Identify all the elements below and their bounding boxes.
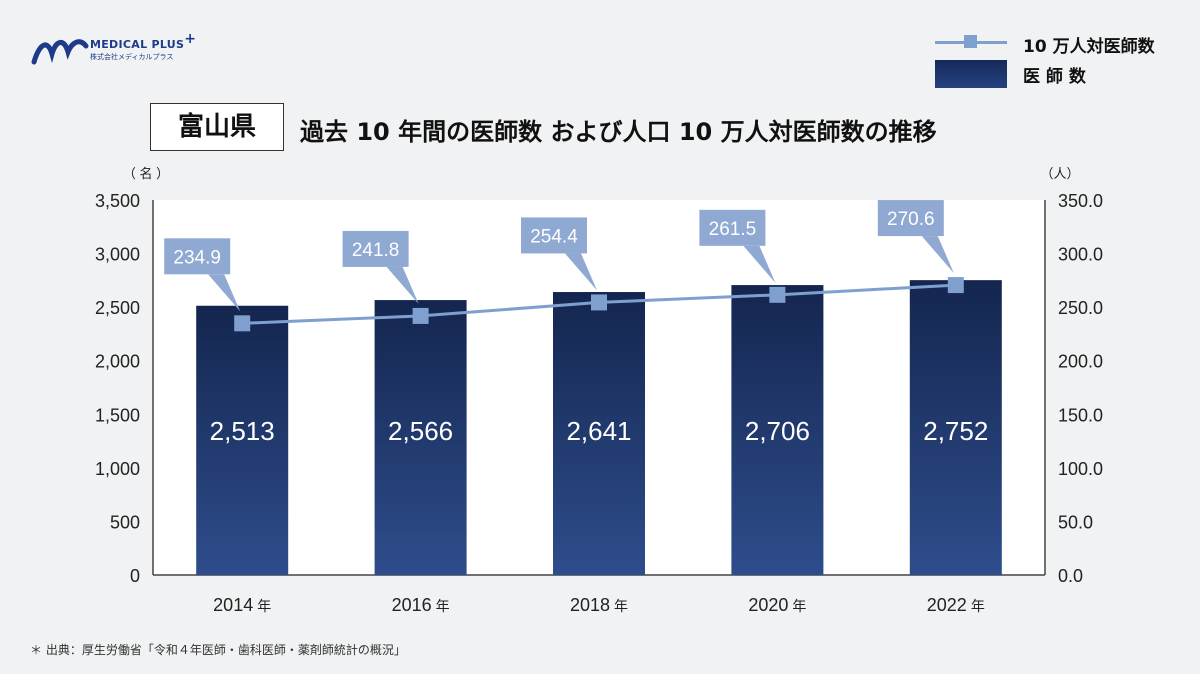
- callout-pointer-2022: [921, 236, 954, 274]
- x-tick-label-2018: 2018 年: [570, 595, 628, 615]
- right-tick-label: 300.0: [1058, 245, 1103, 265]
- right-tick-label: 50.0: [1058, 512, 1093, 532]
- left-tick-label: 3,000: [95, 245, 140, 265]
- bar-2022: [909, 280, 1002, 575]
- right-tick-label: 150.0: [1058, 405, 1103, 425]
- logo-plus-mark: +: [184, 31, 197, 47]
- callout-box-2020: [699, 209, 766, 246]
- right-tick-label: 200.0: [1058, 352, 1103, 372]
- callout-box-2016: [342, 230, 409, 267]
- callout-box-2018: [521, 217, 587, 254]
- bar-value-label-2014: 2,513: [210, 416, 275, 446]
- bar-value-label-2020: 2,706: [745, 416, 810, 446]
- right-tick-label: 250.0: [1058, 298, 1103, 318]
- left-tick-label: 2,500: [95, 298, 140, 318]
- prefecture-title-box: 富山県: [150, 103, 284, 151]
- line-marker-2018: [591, 294, 607, 311]
- line-value-label-2014: 234.9: [173, 247, 221, 268]
- chart-title: 過去 10 年間の医師数 および人口 10 万人対医師数の推移: [300, 118, 937, 146]
- line-value-label-2022: 270.6: [887, 209, 935, 230]
- line-marker-2022: [947, 277, 964, 294]
- logo-wordmark: MEDICAL PLUS+: [90, 31, 197, 51]
- right-tick-label: 0.0: [1058, 566, 1083, 586]
- callout-box-2014: [164, 238, 231, 275]
- left-tick-label: 3,500: [95, 191, 140, 211]
- x-tick-label-2014: 2014 年: [213, 595, 271, 615]
- left-tick-label: 0: [130, 566, 140, 586]
- line-value-label-2016: 241.8: [352, 240, 400, 261]
- legend-item-bar: 医 師 数: [935, 58, 1195, 88]
- right-tick-label: 350.0: [1058, 191, 1103, 211]
- legend-item-line: 10 万人対医師数: [935, 28, 1195, 58]
- right-tick-label: 100.0: [1058, 459, 1103, 479]
- logo-subtitle: 株式会社メディカルプラス: [90, 53, 174, 61]
- source-note: ＊ 出典：厚生労働省「令和４年医師・歯科医師・薬剤師統計の概況」: [30, 643, 406, 657]
- line-marker-2020: [769, 286, 786, 303]
- line-value-label-2020: 261.5: [709, 219, 757, 240]
- callout-pointer-2016: [386, 266, 419, 304]
- legend-square-marker-icon: [964, 35, 977, 48]
- chart-legend: 10 万人対医師数 医 師 数: [935, 28, 1195, 88]
- left-tick-label: 1,000: [95, 459, 140, 479]
- line-marker-2014: [234, 315, 251, 332]
- bar-2018: [553, 292, 645, 575]
- bar-2020: [731, 285, 824, 575]
- callout-pointer-2018: [565, 253, 597, 291]
- x-tick-label-2016: 2016 年: [392, 595, 450, 615]
- left-tick-label: 2,000: [95, 352, 140, 372]
- legend-line-label: 10 万人対医師数: [1023, 37, 1155, 57]
- line-marker-2016: [412, 307, 429, 324]
- legend-bar-label: 医 師 数: [1023, 67, 1086, 87]
- left-axis-unit: （ 名 ）: [123, 166, 169, 181]
- prefecture-title: 富山県: [177, 112, 256, 142]
- medical-plus-logo: [31, 39, 89, 65]
- right-axis-unit: （人）: [1040, 166, 1079, 181]
- callout-box-2022: [877, 200, 944, 237]
- bar-value-label-2022: 2,752: [923, 416, 988, 446]
- bar-value-label-2018: 2,641: [566, 416, 631, 446]
- x-tick-label-2022: 2022 年: [927, 595, 985, 615]
- left-tick-label: 1,500: [95, 405, 140, 425]
- bar-value-label-2016: 2,566: [388, 416, 453, 446]
- legend-bar-swatch: [935, 60, 1007, 88]
- bar-2016: [374, 300, 467, 575]
- x-tick-label-2020: 2020 年: [748, 595, 806, 615]
- bar-2014: [196, 305, 289, 575]
- left-tick-label: 500: [110, 512, 140, 532]
- callout-pointer-2014: [208, 274, 241, 312]
- callout-pointer-2020: [743, 245, 776, 283]
- line-value-label-2018: 254.4: [530, 226, 578, 247]
